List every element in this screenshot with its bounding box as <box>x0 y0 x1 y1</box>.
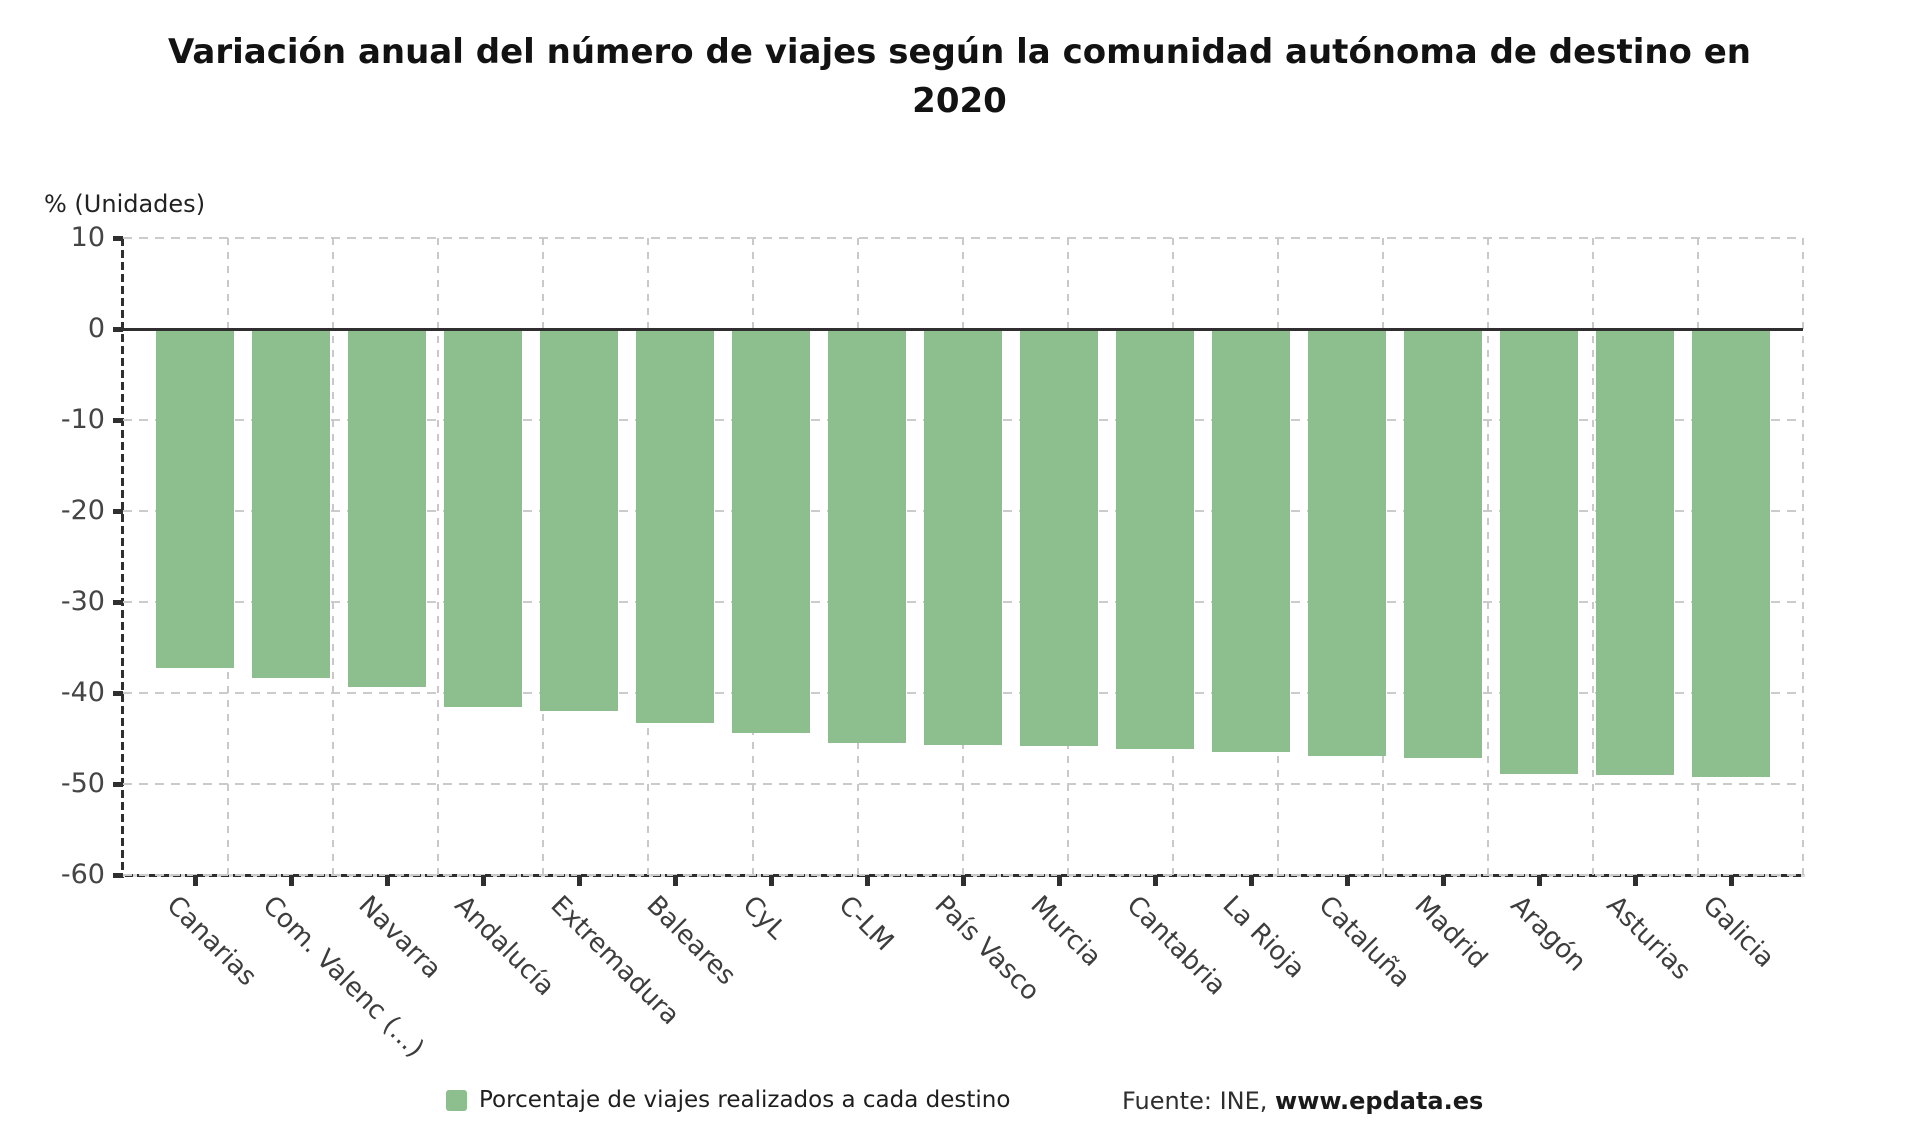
bar <box>828 329 906 744</box>
x-tick-mark <box>481 875 486 886</box>
x-gridline <box>332 238 334 875</box>
source-prefix: Fuente: INE, <box>1122 1087 1276 1115</box>
x-tick-mark <box>1249 875 1254 886</box>
bar <box>1020 329 1098 746</box>
x-axis-label: Cataluña <box>1312 890 1416 994</box>
bar <box>1308 329 1386 756</box>
x-axis-label: Com. Valenc (...) <box>256 890 430 1064</box>
x-axis-label: Galicia <box>1696 890 1780 974</box>
x-axis-label: Andalucía <box>448 890 561 1002</box>
legend-swatch <box>446 1089 467 1111</box>
y-tick-mark <box>113 509 123 514</box>
x-axis-label: Asturias <box>1600 890 1697 987</box>
y-axis-tick-label: -30 <box>60 586 105 617</box>
page-title: Variación anual del número de viajes seg… <box>167 32 1752 122</box>
bar <box>1500 329 1578 774</box>
x-tick-mark <box>769 875 774 886</box>
y-tick-mark <box>113 236 123 241</box>
bar <box>444 329 522 707</box>
legend-item[interactable]: Porcentaje de viajes realizados a cada d… <box>479 1087 1011 1113</box>
x-gridline <box>1487 238 1489 875</box>
y-tick-mark <box>113 327 123 332</box>
y-axis-tick-label: 10 <box>70 222 105 253</box>
x-tick-mark <box>1729 875 1734 886</box>
bar <box>636 329 714 724</box>
bar <box>1596 329 1674 775</box>
y-axis-title: % (Unidades) <box>44 190 206 218</box>
x-gridline <box>1802 238 1804 875</box>
y-tick-mark <box>113 600 123 605</box>
x-tick-mark <box>1441 875 1446 886</box>
bar <box>1212 329 1290 753</box>
x-axis-label: Cantabria <box>1120 890 1232 1002</box>
bar <box>348 329 426 687</box>
x-axis-label: Murcia <box>1024 890 1107 973</box>
x-tick-mark <box>673 875 678 886</box>
x-axis-label: Canarias <box>160 890 263 993</box>
x-tick-mark <box>865 875 870 886</box>
zero-line <box>123 327 1803 331</box>
bar <box>924 329 1002 745</box>
x-tick-mark <box>577 875 582 886</box>
bar <box>1692 329 1770 777</box>
x-axis-label: Aragón <box>1504 890 1592 978</box>
x-tick-mark <box>961 875 966 886</box>
x-axis-label: Navarra <box>352 890 447 985</box>
y-tick-mark <box>113 418 123 423</box>
x-axis-label: CyL <box>736 890 792 946</box>
x-tick-mark <box>1537 875 1542 886</box>
x-axis-label: Baleares <box>640 890 742 992</box>
x-tick-mark <box>1057 875 1062 886</box>
x-tick-mark <box>385 875 390 886</box>
y-tick-mark <box>113 873 123 878</box>
y-axis-tick-label: -10 <box>60 404 105 435</box>
y-axis-line <box>121 238 124 878</box>
x-tick-mark <box>1345 875 1350 886</box>
x-tick-mark <box>289 875 294 886</box>
x-gridline <box>437 238 439 875</box>
bar <box>156 329 234 668</box>
legend: Porcentaje de viajes realizados a cada d… <box>446 1087 1010 1113</box>
x-axis-label: La Rioja <box>1216 890 1311 985</box>
x-tick-mark <box>1633 875 1638 886</box>
bar <box>540 329 618 712</box>
chart-header: Variación anual del número de viajes seg… <box>0 28 1919 127</box>
plot-area: 10 0 -10 -20 -30 -40 -50 -60 Canarias Com. Valenc… <box>61 222 1805 1064</box>
source-text: Fuente: INE, www.epdata.es <box>1122 1087 1483 1115</box>
y-axis-tick-label: -20 <box>60 495 105 526</box>
bar <box>1116 329 1194 750</box>
y-axis-tick-label: -50 <box>60 768 105 799</box>
bar <box>732 329 810 734</box>
x-axis-label: C-LM <box>832 890 900 958</box>
bar <box>1404 329 1482 758</box>
y-axis-tick-label: 0 <box>87 313 105 344</box>
x-tick-mark <box>193 875 198 886</box>
bar <box>252 329 330 678</box>
y-axis-tick-label: -60 <box>60 859 105 890</box>
x-axis-label: Madrid <box>1408 890 1493 975</box>
y-tick-mark <box>113 691 123 696</box>
x-gridline <box>1592 238 1594 875</box>
y-axis-tick-label: -40 <box>60 677 105 708</box>
source-link[interactable]: www.epdata.es <box>1275 1087 1484 1115</box>
y-tick-mark <box>113 782 123 787</box>
x-tick-mark <box>1153 875 1158 886</box>
